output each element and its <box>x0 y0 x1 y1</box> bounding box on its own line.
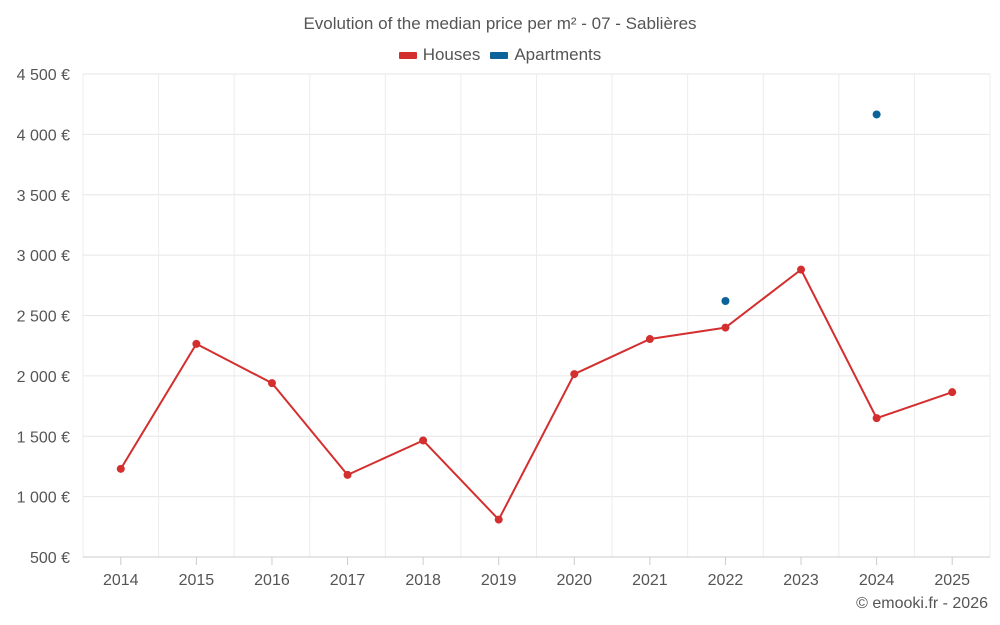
y-tick-label: 2 000 € <box>17 369 70 386</box>
y-tick-label: 500 € <box>30 550 70 567</box>
x-tick-label: 2019 <box>481 572 517 589</box>
chart-title: Evolution of the median price per m² - 0… <box>303 14 697 33</box>
legend-item-houses[interactable]: Houses <box>398 45 481 65</box>
legend-swatch-houses <box>398 51 417 59</box>
data-point-houses <box>721 323 730 332</box>
y-tick-label: 1 000 € <box>17 490 70 507</box>
legend-item-apartments[interactable]: Apartments <box>490 45 601 65</box>
data-point-apartments <box>721 297 730 306</box>
data-point-houses <box>419 436 428 445</box>
legend-label-houses: Houses <box>422 45 481 64</box>
data-point-houses <box>570 370 579 379</box>
data-point-houses <box>267 379 276 388</box>
y-tick-label: 4 500 € <box>17 67 70 84</box>
x-tick-label: 2016 <box>254 572 290 589</box>
data-point-houses <box>192 339 201 348</box>
x-tick-label: 2020 <box>556 572 592 589</box>
data-point-houses <box>797 265 806 274</box>
data-point-houses <box>343 470 352 479</box>
series-line-houses <box>119 268 953 521</box>
x-tick-label: 2022 <box>708 572 744 589</box>
x-tick-label: 2014 <box>103 572 139 589</box>
x-tick-label: 2024 <box>859 572 895 589</box>
x-tick-label: 2021 <box>632 572 668 589</box>
y-tick-label: 2 500 € <box>17 309 70 326</box>
y-tick-label: 1 500 € <box>17 429 70 446</box>
y-tick-label: 4 000 € <box>17 127 70 144</box>
y-tick-label: 3 000 € <box>17 248 70 265</box>
data-point-houses <box>872 414 881 423</box>
x-tick-label: 2017 <box>330 572 366 589</box>
y-tick-label: 3 500 € <box>17 188 70 205</box>
data-point-houses <box>116 464 125 473</box>
x-tick-label: 2015 <box>179 572 215 589</box>
x-tick-label: 2023 <box>783 572 819 589</box>
credit-text: © emooki.fr - 2026 <box>856 595 988 612</box>
data-point-houses <box>494 515 503 524</box>
data-point-houses <box>645 335 654 344</box>
data-point-apartments <box>872 110 881 119</box>
legend-label-apartments: Apartments <box>514 45 602 64</box>
x-tick-label: 2018 <box>405 572 441 589</box>
x-tick-label: 2025 <box>934 572 970 589</box>
legend-swatch-apartments <box>490 51 509 59</box>
data-point-houses <box>948 388 957 397</box>
legend: Houses Apartments <box>0 45 1000 65</box>
